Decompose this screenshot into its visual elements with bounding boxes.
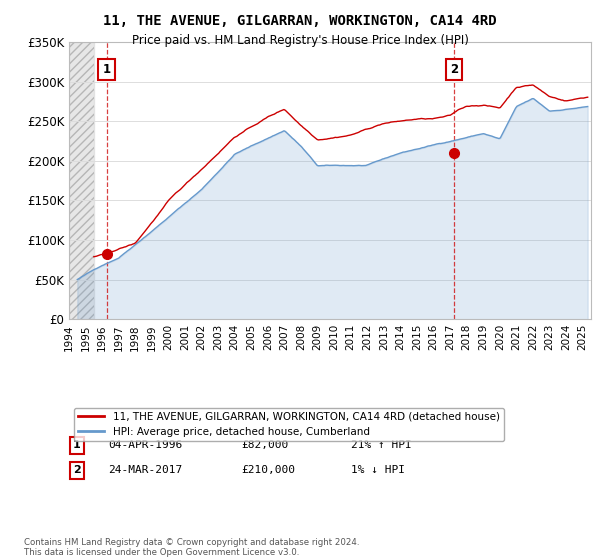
Text: Contains HM Land Registry data © Crown copyright and database right 2024.
This d: Contains HM Land Registry data © Crown c… <box>24 538 359 557</box>
Legend: 11, THE AVENUE, GILGARRAN, WORKINGTON, CA14 4RD (detached house), HPI: Average p: 11, THE AVENUE, GILGARRAN, WORKINGTON, C… <box>74 408 504 441</box>
Text: £210,000: £210,000 <box>241 465 295 475</box>
Text: 04-APR-1996: 04-APR-1996 <box>108 440 182 450</box>
Text: Price paid vs. HM Land Registry's House Price Index (HPI): Price paid vs. HM Land Registry's House … <box>131 34 469 46</box>
Text: 1: 1 <box>103 63 110 76</box>
Bar <box>69 42 94 319</box>
Text: £82,000: £82,000 <box>241 440 289 450</box>
Bar <box>69 42 94 319</box>
Text: 2: 2 <box>73 465 81 475</box>
Text: 1: 1 <box>73 440 81 450</box>
Text: 24-MAR-2017: 24-MAR-2017 <box>108 465 182 475</box>
Text: 21% ↑ HPI: 21% ↑ HPI <box>351 440 412 450</box>
Text: 2: 2 <box>450 63 458 76</box>
Text: 1% ↓ HPI: 1% ↓ HPI <box>351 465 405 475</box>
Text: 11, THE AVENUE, GILGARRAN, WORKINGTON, CA14 4RD: 11, THE AVENUE, GILGARRAN, WORKINGTON, C… <box>103 14 497 28</box>
